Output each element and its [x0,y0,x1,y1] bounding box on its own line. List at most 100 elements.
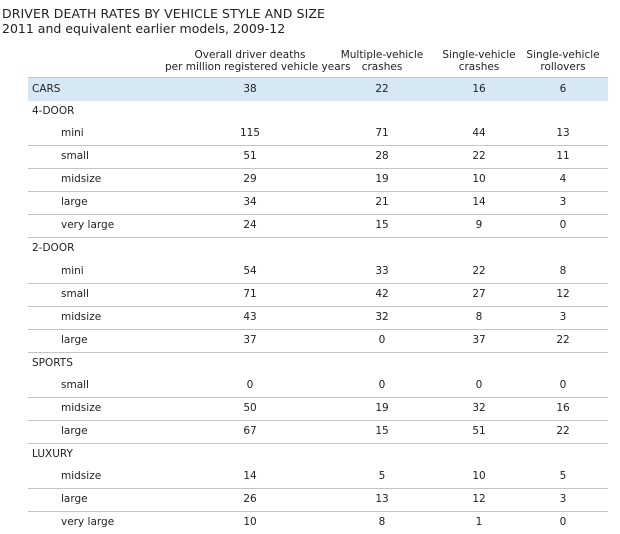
value-single-vehicle-rollovers: 0 [559,379,567,391]
value-multiple-vehicle: 19 [375,173,389,185]
table-row-4-door-large: large 34 21 14 3 [28,191,608,215]
value-overall: 43 [243,311,257,323]
row-label: very large [61,219,115,231]
column-header-single-vehicle-crashes-line-2: crashes [458,61,500,73]
value-single-vehicle-rollovers: 4 [559,173,567,185]
value-single-vehicle-crashes: 12 [472,493,486,505]
row-label: small [61,288,89,300]
value-multiple-vehicle: 15 [375,219,389,231]
value-overall: 71 [243,288,257,300]
table-row-2-door-midsize: midsize 43 32 8 3 [28,306,608,330]
column-header-single-vehicle-rollovers: Single-vehicle rollovers [518,49,608,73]
column-header-multiple-vehicle-line-2: crashes [361,61,403,73]
value-single-vehicle-rollovers: 11 [556,150,570,162]
value-overall: 67 [243,425,257,437]
table-subtitle: 2011 and equivalent earlier models, 2009… [2,21,286,36]
value-multiple-vehicle: 15 [375,425,389,437]
row-label: midsize [61,311,102,323]
table-row-luxury-very-large: very large 10 8 1 0 [28,511,608,534]
group-label-sports: SPORTS [32,357,73,369]
value-single-vehicle-crashes: 10 [472,173,486,185]
value-overall: 24 [243,219,257,231]
value-single-vehicle-rollovers: 5 [559,470,567,482]
value-overall: 10 [243,516,257,528]
value-single-vehicle-crashes: 10 [472,470,486,482]
row-label: very large [61,516,115,528]
value-single-vehicle-rollovers: 0 [559,516,567,528]
value-multiple-vehicle: 0 [378,334,386,346]
value-multiple-vehicle: 5 [378,470,386,482]
row-label: midsize [61,402,102,414]
value-multiple-vehicle: 0 [378,379,386,391]
column-header-overall-line-1: Overall driver deaths [194,49,306,61]
value-single-vehicle-crashes: 27 [472,288,486,300]
column-header-overall-line-2: per million registered vehicle years [165,61,351,73]
value-multiple-vehicle: 28 [375,150,389,162]
group-label-luxury: LUXURY [32,448,73,460]
row-label: midsize [61,470,102,482]
column-header-single-vehicle-rollovers-line-2: rollovers [540,61,586,73]
row-label-cars: CARS [32,83,61,95]
group-label-2-door: 2-DOOR [32,242,75,254]
value-overall: 34 [243,196,257,208]
value-overall: 50 [243,402,257,414]
table-row-4-door-very-large: very large 24 15 9 0 [28,214,608,238]
value-overall: 14 [243,470,257,482]
table-row-4-door-midsize: midsize 29 19 10 4 [28,168,608,192]
value-single-vehicle-crashes: 16 [472,83,486,95]
value-single-vehicle-crashes: 0 [475,379,483,391]
value-overall: 54 [243,265,257,277]
row-label: large [61,425,88,437]
table-row-sports-small: small 0 0 0 0 [28,374,608,398]
value-single-vehicle-rollovers: 3 [559,493,567,505]
value-single-vehicle-rollovers: 22 [556,334,570,346]
value-multiple-vehicle: 33 [375,265,389,277]
value-overall: 29 [243,173,257,185]
value-single-vehicle-crashes: 51 [472,425,486,437]
group-header-luxury: LUXURY [28,443,608,466]
value-overall: 51 [243,150,257,162]
value-single-vehicle-rollovers: 3 [559,311,567,323]
row-label: small [61,379,89,391]
value-single-vehicle-crashes: 22 [472,150,486,162]
value-single-vehicle-rollovers: 8 [559,265,567,277]
row-label: large [61,334,88,346]
row-label: small [61,150,89,162]
column-header-single-vehicle-rollovers-line-1: Single-vehicle [526,49,600,61]
table-row-sports-midsize: midsize 50 19 32 16 [28,397,608,421]
value-single-vehicle-crashes: 32 [472,402,486,414]
value-single-vehicle-rollovers: 12 [556,288,570,300]
column-header-overall: Overall driver deaths per million regist… [165,49,351,73]
row-label: midsize [61,173,102,185]
table-row-4-door-small: small 51 28 22 11 [28,145,608,169]
summary-row-cars: CARS 38 22 16 6 [28,77,608,101]
value-single-vehicle-crashes: 22 [472,265,486,277]
table-row-2-door-large: large 37 0 37 22 [28,329,608,353]
column-header-multiple-vehicle: Multiple-vehicle crashes [334,49,430,73]
group-header-sports: SPORTS [28,352,608,375]
value-multiple-vehicle: 42 [375,288,389,300]
value-multiple-vehicle: 32 [375,311,389,323]
column-header-single-vehicle-crashes-line-1: Single-vehicle [442,49,516,61]
value-single-vehicle-rollovers: 3 [559,196,567,208]
value-overall: 37 [243,334,257,346]
table-row-2-door-small: small 71 42 27 12 [28,283,608,307]
value-single-vehicle-rollovers: 16 [556,402,570,414]
value-single-vehicle-crashes: 44 [472,127,486,139]
value-multiple-vehicle: 71 [375,127,389,139]
value-single-vehicle-rollovers: 0 [559,219,567,231]
value-single-vehicle-crashes: 1 [475,516,483,528]
table-row-4-door-mini: mini 115 71 44 13 [28,122,608,146]
value-overall: 38 [243,83,257,95]
value-multiple-vehicle: 19 [375,402,389,414]
column-header-multiple-vehicle-line-1: Multiple-vehicle [340,49,424,61]
value-single-vehicle-crashes: 8 [475,311,483,323]
group-label-4-door: 4-DOOR [32,105,75,117]
value-single-vehicle-crashes: 37 [472,334,486,346]
value-multiple-vehicle: 22 [375,83,389,95]
value-single-vehicle-rollovers: 6 [559,83,567,95]
value-overall: 0 [246,379,254,391]
value-single-vehicle-rollovers: 13 [556,127,570,139]
table-title: DRIVER DEATH RATES BY VEHICLE STYLE AND … [2,6,326,21]
row-label: large [61,493,88,505]
